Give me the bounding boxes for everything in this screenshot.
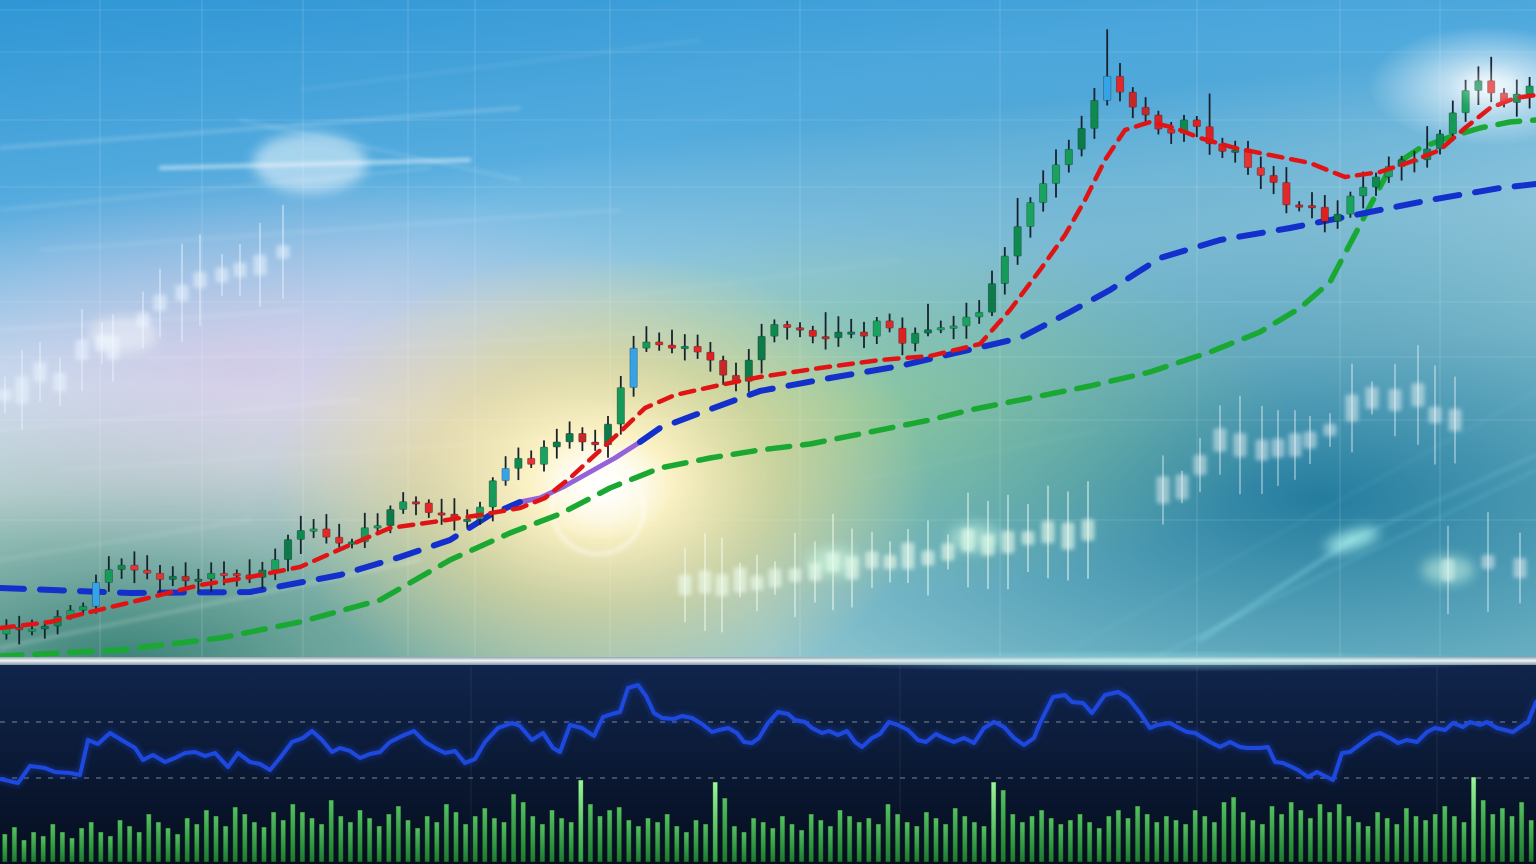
star-flares: [33, 52, 1536, 376]
slow-green-moving-average: [0, 117, 1536, 659]
purple-bend-segment: [517, 439, 643, 505]
sun-core: [532, 431, 672, 541]
volume-bars: [1, 776, 1535, 863]
cloud-glow-top-right: [1368, 26, 1536, 146]
fast-red-moving-average: [0, 92, 1536, 631]
indicator-line: [0, 680, 1536, 788]
grid-lines: [0, 0, 1536, 660]
sun-ring: [550, 460, 646, 556]
mid-blue-moving-average: [0, 181, 1536, 596]
price-panel-background: [0, 0, 1536, 712]
